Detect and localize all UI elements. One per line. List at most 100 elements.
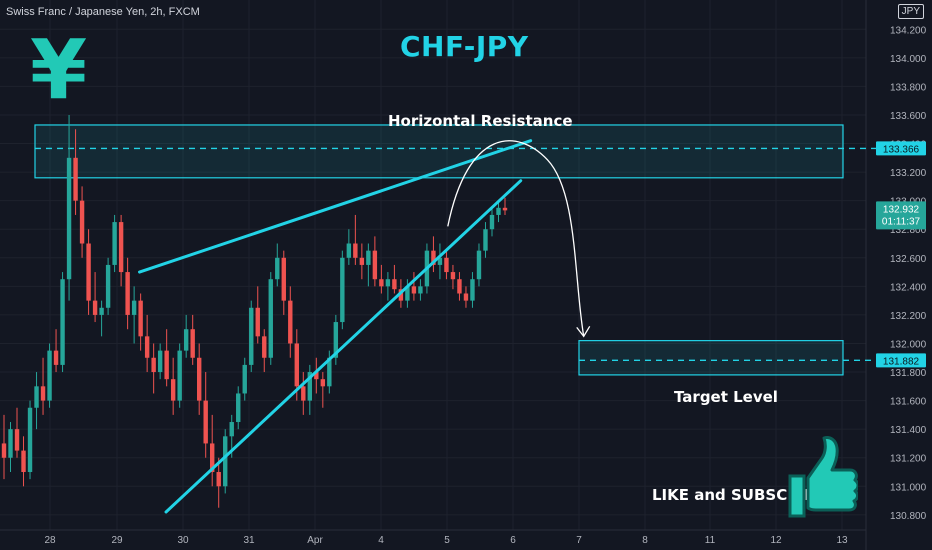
candle-body: [99, 307, 104, 315]
time-axis[interactable]: 28 29 30 31 Apr 4 5 6 7 8 11 12 13: [44, 535, 848, 546]
candle: [66, 114, 72, 301]
candle-body: [66, 157, 72, 280]
resistance-zone: [34, 124, 844, 179]
candle-body: [157, 350, 163, 373]
candle: [502, 197, 508, 215]
candle: [359, 243, 365, 280]
price-axis[interactable]: 134.200134.000133.800133.600133.400133.2…: [890, 25, 927, 522]
currency-badge[interactable]: JPY: [897, 4, 924, 19]
candle-body: [288, 300, 293, 344]
candle: [99, 300, 104, 337]
candle-body: [450, 272, 456, 280]
candle: [281, 250, 286, 315]
candle-body: [320, 379, 326, 387]
candle-body: [138, 300, 143, 337]
projection-arrow: [447, 140, 585, 337]
candle: [489, 207, 495, 237]
candle: [353, 214, 358, 265]
candle-body: [496, 207, 501, 215]
candle-body: [92, 300, 98, 315]
candle-body: [411, 286, 417, 294]
candle: [144, 314, 150, 373]
candle-body: [327, 357, 332, 387]
candle: [366, 243, 371, 287]
candle: [444, 250, 449, 280]
candle-body: [105, 264, 111, 308]
x-tick-label: 28: [44, 535, 56, 546]
candle-body: [353, 243, 358, 258]
x-tick-label: Apr: [307, 535, 323, 546]
candle: [21, 436, 26, 487]
resistance-price-tag-bg: [876, 141, 926, 156]
x-tick-label: 4: [378, 535, 384, 546]
candle-body: [483, 229, 488, 251]
candle: [183, 314, 189, 358]
candle-body: [73, 157, 78, 201]
candle: [418, 279, 423, 301]
x-tick-label: 29: [111, 535, 123, 546]
chart-title: CHF-JPY: [400, 30, 529, 63]
candle: [131, 286, 137, 344]
candle: [340, 250, 345, 330]
candle: [8, 422, 13, 473]
resistance-label: Horizontal Resistance: [388, 112, 573, 130]
candle-body: [392, 279, 397, 290]
x-tick-label: 8: [642, 535, 648, 546]
candle: [86, 229, 91, 315]
candle: [385, 272, 391, 301]
candle: [177, 343, 182, 408]
candle: [27, 400, 33, 480]
candle: [483, 222, 488, 258]
y-tick-label: 134.200: [890, 25, 927, 36]
candle-body: [463, 293, 469, 301]
candle-body: [229, 422, 234, 437]
candle: [1, 414, 7, 480]
candle-body: [21, 450, 26, 473]
candle-body: [502, 207, 508, 211]
candle: [210, 414, 215, 487]
y-tick-label: 131.600: [890, 397, 927, 408]
wedge-trendline: [164, 179, 523, 514]
candle-body: [151, 357, 156, 373]
candle: [138, 293, 143, 351]
candle: [411, 272, 417, 301]
candle: [34, 372, 39, 430]
thumbs-up-icon: [788, 436, 858, 518]
target-label: Target Level: [674, 388, 778, 406]
candle-body: [86, 243, 91, 301]
x-tick-label: 13: [836, 535, 848, 546]
candle: [242, 357, 247, 401]
candle-body: [340, 257, 345, 323]
x-tick-label: 7: [576, 535, 582, 546]
projection-arrowhead: [576, 326, 591, 338]
candle-body: [183, 329, 189, 351]
candle: [431, 236, 436, 273]
candle-body: [268, 279, 273, 358]
candle-body: [431, 250, 436, 265]
candle: [307, 364, 313, 415]
candle-body: [346, 243, 352, 258]
zones: [34, 124, 876, 376]
symbol-info: Swiss Franc / Japanese Yen, 2h, FXCM: [6, 6, 200, 18]
candle-body: [8, 429, 13, 458]
candle: [437, 243, 443, 280]
candle-body: [242, 364, 247, 394]
candle: [346, 229, 352, 265]
x-tick-label: 5: [444, 535, 450, 546]
candle-body: [170, 379, 176, 401]
candle: [450, 264, 456, 290]
target-price-tag-text: 131.882: [883, 356, 920, 367]
candle-body: [457, 279, 462, 294]
candle-body: [1, 443, 7, 458]
wedge-trendline: [138, 139, 533, 274]
candle: [288, 286, 293, 358]
candle: [92, 272, 98, 323]
candle: [170, 357, 176, 415]
resistance-price-tag-text: 133.366: [883, 144, 920, 155]
candle: [379, 264, 384, 294]
candle-body: [301, 386, 306, 401]
candle-body: [112, 222, 117, 265]
y-tick-label: 131.200: [890, 454, 927, 465]
